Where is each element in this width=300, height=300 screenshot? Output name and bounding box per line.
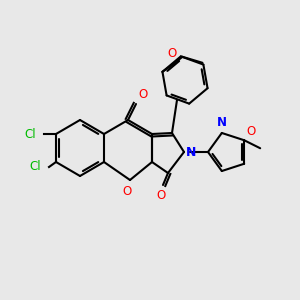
Text: O: O [138,88,147,101]
Text: O: O [122,185,132,198]
Text: N: N [217,116,227,129]
Text: N: N [186,146,196,158]
Text: O: O [156,189,166,202]
Text: Cl: Cl [24,128,36,140]
Text: Cl: Cl [29,160,41,173]
Text: O: O [246,125,255,138]
Text: O: O [168,47,177,60]
